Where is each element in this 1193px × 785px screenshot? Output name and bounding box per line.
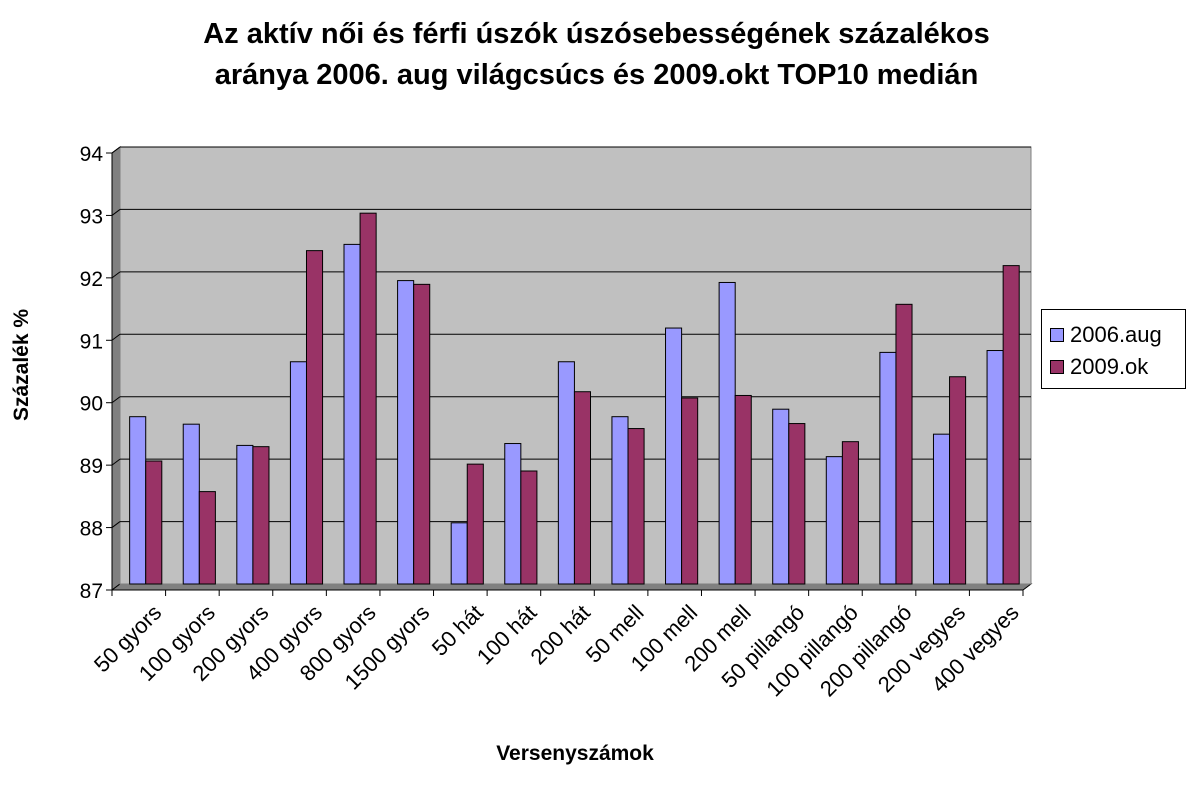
bar-series-1-200-mell (718, 281, 736, 585)
x-axis-label: Versenyszámok (496, 742, 654, 765)
bar-series-2-200-vegyes (949, 376, 967, 585)
legend: 2006.aug 2009.ok (1041, 309, 1186, 389)
legend-label-series-1: 2006.aug (1070, 322, 1162, 347)
y-tick-label: 88 (80, 518, 103, 541)
bar-series-2-200-mell (734, 394, 752, 585)
bar-series-2-200-gyors (252, 446, 270, 585)
legend-item-series-1: 2006.aug (1050, 320, 1162, 350)
y-tick-label: 92 (80, 268, 103, 291)
bar-series-1-200-hát (557, 361, 575, 585)
bar-series-1-50-mell (611, 416, 629, 585)
bar-series-2-50-mell (627, 428, 645, 585)
legend-label-series-2: 2009.ok (1070, 354, 1149, 379)
bar-series-2-100-mell (681, 397, 699, 585)
gridline-depth (111, 458, 121, 466)
gridline-depth (111, 209, 121, 216)
bar-series-1-50-hát (450, 522, 468, 585)
gridline-depth (111, 333, 121, 341)
chart-title-line-1: Az aktív női és férfi úszók úszósebesség… (203, 18, 990, 50)
plot-side-wall (111, 146, 121, 591)
bar-series-1-400-vegyes (986, 350, 1004, 585)
y-tick-label: 94 (80, 143, 104, 166)
bar-series-2-50-pillangó (788, 423, 806, 585)
bar-series-2-1500-gyors (413, 283, 431, 585)
y-tick-label: 89 (80, 455, 103, 478)
chart-title-line-2: aránya 2006. aug világcsúcs és 2009.okt … (214, 59, 979, 91)
chart-title: Az aktív női és férfi úszók úszósebesség… (0, 14, 1193, 96)
bar-series-2-400-vegyes (1002, 265, 1020, 585)
bar-series-1-1500-gyors (397, 280, 415, 585)
bar-series-1-50-gyors (129, 416, 147, 585)
legend-swatch-series-2 (1050, 360, 1064, 374)
bar-series-1-200-pillangó (879, 351, 897, 585)
legend-swatch-series-1 (1050, 328, 1064, 342)
y-axis-label: Százalék % (10, 308, 33, 422)
gridline-depth (111, 521, 121, 528)
bar-series-1-100-gyors (182, 423, 200, 585)
bar-series-1-200-vegyes (932, 433, 951, 585)
gridline-depth (111, 271, 121, 279)
y-tick-label: 91 (80, 330, 103, 353)
bar-series-2-100-hát (520, 470, 538, 585)
bar-series-1-100-pillangó (825, 456, 843, 585)
bar-series-2-50-gyors (145, 460, 163, 585)
y-tick-label: 93 (80, 205, 103, 228)
gridline-depth (111, 396, 121, 404)
bar-series-2-100-pillangó (841, 441, 859, 585)
bar-series-2-800-gyors (359, 212, 377, 585)
bar-series-2-50-hát (466, 463, 484, 585)
bar-series-1-800-gyors (343, 243, 361, 585)
bar-series-1-100-mell (665, 327, 683, 585)
legend-item-series-2: 2009.ok (1050, 352, 1148, 382)
gridline-depth (111, 146, 121, 154)
y-tick-label: 87 (80, 580, 103, 603)
y-tick-label: 90 (80, 393, 103, 416)
bar-series-2-400-gyors (305, 250, 324, 585)
bar-series-1-50-pillangó (772, 408, 790, 585)
x-tick-label: 100 hát (472, 600, 542, 670)
plot-floor (110, 583, 1033, 591)
bar-series-2-100-gyors (198, 491, 216, 585)
bar-series-2-200-hát (573, 391, 592, 585)
bar-series-1-200-gyors (236, 444, 254, 585)
bar-series-2-200-pillangó (895, 303, 913, 585)
bar-series-1-100-hát (504, 443, 522, 585)
bar-series-1-400-gyors (289, 361, 307, 585)
x-tick-label: 200 hát (525, 600, 595, 670)
